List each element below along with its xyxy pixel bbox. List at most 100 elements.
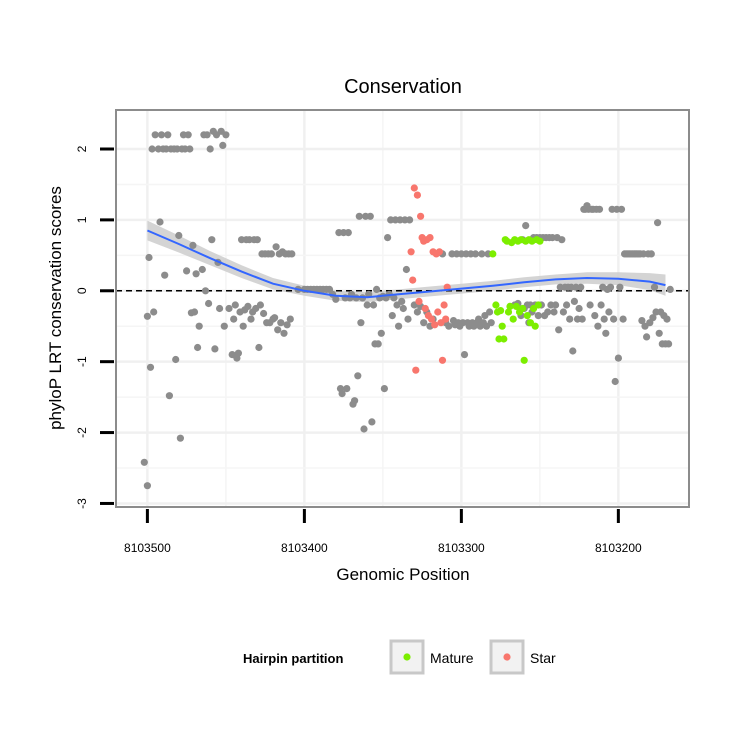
point-other xyxy=(206,145,214,153)
legend-marker-mature xyxy=(403,653,411,661)
point-other xyxy=(360,425,368,433)
point-mature xyxy=(512,302,520,310)
legend-title: Hairpin partition xyxy=(243,651,343,666)
point-other xyxy=(211,345,219,353)
point-other xyxy=(192,270,200,278)
point-other xyxy=(666,285,674,293)
x-axis: 8103500 8103400 8103300 8103200 xyxy=(124,509,642,555)
point-other xyxy=(406,216,414,224)
point-other xyxy=(146,363,155,371)
point-star xyxy=(440,301,448,309)
plot-area xyxy=(115,109,690,508)
point-mature xyxy=(534,301,542,309)
point-other xyxy=(390,294,398,302)
point-other xyxy=(544,308,552,316)
legend-key-mature xyxy=(389,639,425,675)
point-star xyxy=(417,212,425,220)
point-mature xyxy=(500,335,508,343)
legend: Hairpin partition Mature Star xyxy=(243,639,556,675)
point-other xyxy=(614,354,623,362)
point-other xyxy=(164,131,172,139)
point-other xyxy=(552,301,560,309)
point-other xyxy=(354,372,362,380)
point-other xyxy=(373,285,381,293)
point-other xyxy=(569,347,577,355)
point-other xyxy=(611,377,619,386)
point-other xyxy=(220,322,228,330)
point-other xyxy=(239,322,247,330)
point-other xyxy=(256,301,264,309)
point-mature xyxy=(520,356,528,364)
point-other xyxy=(388,312,396,320)
point-other xyxy=(351,397,359,405)
y-axis: -3 -2 -1 0 1 2 xyxy=(75,145,114,509)
point-other xyxy=(471,250,480,258)
plot-border xyxy=(115,109,690,508)
point-other xyxy=(219,141,227,149)
point-other xyxy=(363,301,371,309)
point-other xyxy=(357,319,365,327)
point-other xyxy=(566,315,574,323)
x-tick-label: 8103300 xyxy=(438,541,485,555)
point-other xyxy=(663,315,671,323)
point-other xyxy=(190,308,199,316)
point-star xyxy=(415,297,423,305)
point-other xyxy=(195,322,203,330)
point-mature xyxy=(523,312,531,320)
point-other xyxy=(156,218,164,226)
point-other xyxy=(369,301,378,309)
point-other xyxy=(616,283,624,291)
point-other xyxy=(445,322,453,330)
x-tick-label: 8103500 xyxy=(124,541,171,555)
point-other xyxy=(555,326,563,334)
point-mature xyxy=(506,302,514,310)
point-other xyxy=(150,308,158,316)
point-mature xyxy=(504,308,513,316)
point-other xyxy=(222,131,230,139)
point-other xyxy=(194,343,202,352)
point-other xyxy=(244,302,252,310)
point-other xyxy=(563,301,571,309)
point-other xyxy=(586,301,594,309)
point-other xyxy=(288,250,296,258)
point-other xyxy=(148,145,156,153)
point-other xyxy=(332,295,340,303)
point-other xyxy=(344,229,352,237)
point-other xyxy=(175,231,183,240)
point-other xyxy=(366,212,374,220)
point-other xyxy=(165,392,173,400)
smooth-line-layer xyxy=(147,229,666,299)
point-other xyxy=(352,294,360,302)
point-other xyxy=(368,418,376,426)
point-other xyxy=(271,314,279,322)
x-tick-label: 8103200 xyxy=(595,541,642,555)
point-other xyxy=(260,309,268,318)
point-other xyxy=(143,482,151,490)
point-other xyxy=(234,349,242,357)
point-star xyxy=(435,248,443,256)
y-tick-label: 0 xyxy=(75,287,89,294)
point-other xyxy=(534,312,542,320)
point-other xyxy=(145,253,153,262)
point-mature xyxy=(519,304,527,313)
point-other xyxy=(377,329,385,337)
point-other xyxy=(338,390,346,398)
point-other xyxy=(277,319,285,327)
legend-label-mature: Mature xyxy=(430,650,474,666)
point-other xyxy=(267,250,275,258)
point-other xyxy=(486,308,494,316)
point-other xyxy=(654,219,662,227)
legend-label-star: Star xyxy=(530,650,556,666)
point-other xyxy=(487,319,495,327)
point-other xyxy=(272,243,280,251)
point-other xyxy=(649,314,657,322)
point-other xyxy=(478,250,486,258)
point-other xyxy=(602,329,610,337)
point-other xyxy=(208,236,216,244)
point-other xyxy=(595,205,604,213)
point-other xyxy=(578,315,586,323)
point-other xyxy=(413,308,421,316)
point-other xyxy=(201,287,210,295)
y-tick-label: -1 xyxy=(75,356,89,367)
